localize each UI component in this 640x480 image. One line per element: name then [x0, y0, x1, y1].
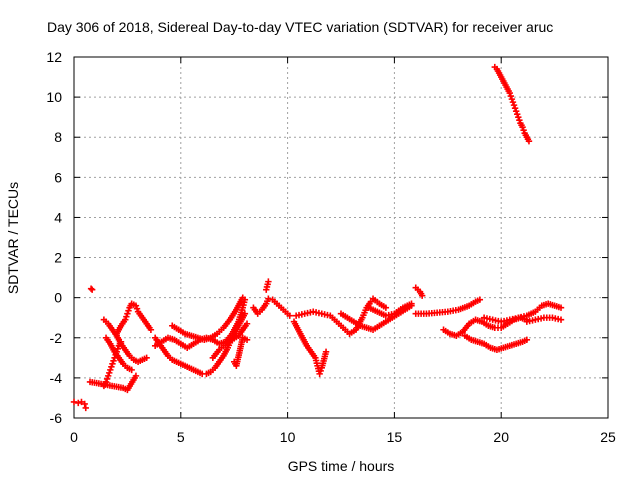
data-point — [107, 366, 114, 374]
data-point — [316, 370, 323, 378]
data-point — [243, 336, 251, 343]
x-tick-labels: 0 5 10 15 20 25 — [70, 429, 616, 445]
data-point — [520, 127, 527, 134]
data-point — [108, 363, 115, 371]
data-point — [408, 300, 415, 307]
data-point — [103, 375, 111, 383]
data-point — [243, 320, 251, 327]
data-point — [88, 286, 96, 293]
data-point — [506, 89, 513, 97]
y-tick-label: 8 — [54, 129, 62, 145]
data-point — [110, 357, 117, 365]
data-point — [265, 278, 272, 285]
data-point — [104, 372, 112, 380]
data-point — [515, 113, 522, 121]
data-point — [70, 398, 78, 406]
data-points — [70, 63, 565, 412]
y-tick-label: -6 — [50, 410, 63, 426]
y-tick-label: 4 — [54, 209, 62, 225]
data-point — [78, 398, 85, 406]
data-point — [128, 366, 135, 374]
y-tick-label: 2 — [54, 250, 62, 266]
data-point — [322, 348, 330, 356]
grid — [74, 57, 608, 418]
y-tick-label: 0 — [54, 290, 62, 306]
x-tick-label: 20 — [493, 429, 509, 445]
y-axis-label: SDTVAR / TECUs — [5, 182, 21, 294]
x-tick-label: 15 — [387, 429, 403, 445]
data-point — [382, 304, 390, 311]
data-point — [525, 138, 533, 145]
data-point — [87, 285, 95, 292]
data-point — [317, 367, 324, 375]
data-point — [557, 316, 565, 323]
data-point — [123, 313, 130, 320]
axis-ticks — [73, 56, 609, 419]
data-point — [557, 304, 565, 311]
data-point — [265, 295, 272, 302]
y-tick-labels: -6 -4 -2 0 2 4 6 8 10 12 — [46, 49, 62, 426]
data-point — [507, 92, 515, 100]
data-point — [75, 399, 82, 407]
data-point — [418, 292, 426, 299]
data-point — [523, 336, 531, 343]
data-point — [109, 360, 116, 368]
data-point — [509, 98, 517, 106]
x-tick-label: 5 — [177, 429, 185, 445]
data-point — [476, 296, 484, 303]
data-point — [124, 310, 131, 317]
data-point — [82, 404, 89, 412]
y-tick-label: 12 — [46, 49, 62, 65]
data-point — [132, 372, 140, 380]
data-point — [239, 294, 246, 301]
data-point — [510, 101, 518, 109]
data-point — [512, 107, 520, 115]
plot-frame — [73, 56, 609, 419]
y-tick-label: 10 — [46, 89, 62, 105]
data-point — [286, 312, 293, 319]
chart-title: Day 306 of 2018, Sidereal Day-to-day VTE… — [47, 19, 553, 35]
x-tick-label: 0 — [70, 429, 78, 445]
data-point — [508, 95, 516, 103]
data-point — [102, 378, 110, 386]
y-tick-label: -4 — [50, 370, 63, 386]
x-axis-label: GPS time / hours — [288, 458, 395, 474]
data-point — [125, 307, 132, 314]
data-point — [511, 104, 519, 112]
data-point — [106, 369, 113, 377]
data-point — [122, 316, 129, 323]
data-point — [81, 400, 88, 408]
data-point — [114, 345, 121, 353]
data-point — [147, 326, 155, 333]
data-point — [516, 116, 523, 124]
y-tick-label: -2 — [50, 330, 63, 346]
data-point — [132, 302, 140, 309]
data-point — [514, 110, 521, 118]
x-tick-label: 25 — [600, 429, 616, 445]
y-tick-label: 6 — [54, 169, 62, 185]
data-point — [133, 305, 141, 312]
x-tick-label: 10 — [280, 429, 296, 445]
data-point — [241, 310, 249, 317]
data-point — [143, 354, 150, 362]
data-point — [519, 123, 526, 131]
